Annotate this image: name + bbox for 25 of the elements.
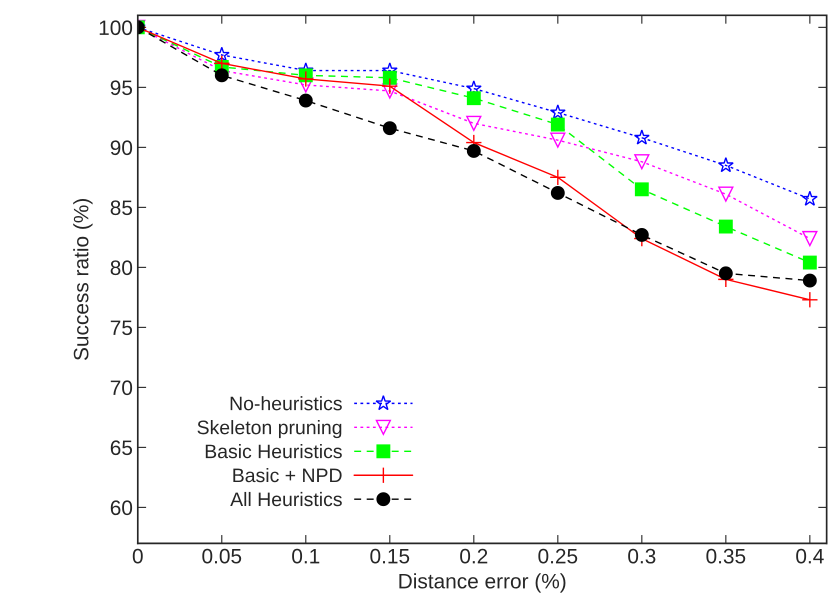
legend-label: No-heuristics — [230, 396, 342, 410]
x-tick-label: 0.15 — [370, 548, 410, 564]
x-tick-label: 0.05 — [202, 548, 242, 564]
y-tick-label: 75 — [110, 320, 132, 336]
y-axis-title: Success ratio (%) — [73, 199, 93, 360]
x-tick-label: 0.1 — [292, 548, 320, 564]
y-tick-label: 80 — [110, 260, 132, 276]
y-tick-label: 100 — [100, 20, 132, 36]
legend-label: Basic Heuristics — [206, 444, 342, 458]
y-tick-label: 95 — [110, 80, 132, 96]
y-tick-label: 85 — [110, 200, 132, 216]
legend-label: Skeleton pruning — [197, 420, 342, 438]
y-tick-label: 60 — [110, 500, 132, 516]
x-tick-label: 0.3 — [628, 548, 656, 564]
legend-label: All Heuristics — [230, 492, 342, 506]
legend-label: Basic + NPD — [233, 468, 342, 482]
y-tick-label: 70 — [110, 380, 132, 396]
x-tick-label: 0.2 — [460, 548, 488, 564]
x-tick-label: 0 — [132, 548, 143, 564]
x-tick-label: 0.35 — [706, 548, 746, 564]
x-tick-label: 0.25 — [538, 548, 578, 564]
y-tick-label: 90 — [110, 140, 132, 156]
x-axis-title: Distance error (%) — [399, 573, 566, 593]
y-tick-label: 65 — [110, 440, 132, 456]
x-tick-label: 0.4 — [796, 548, 824, 564]
